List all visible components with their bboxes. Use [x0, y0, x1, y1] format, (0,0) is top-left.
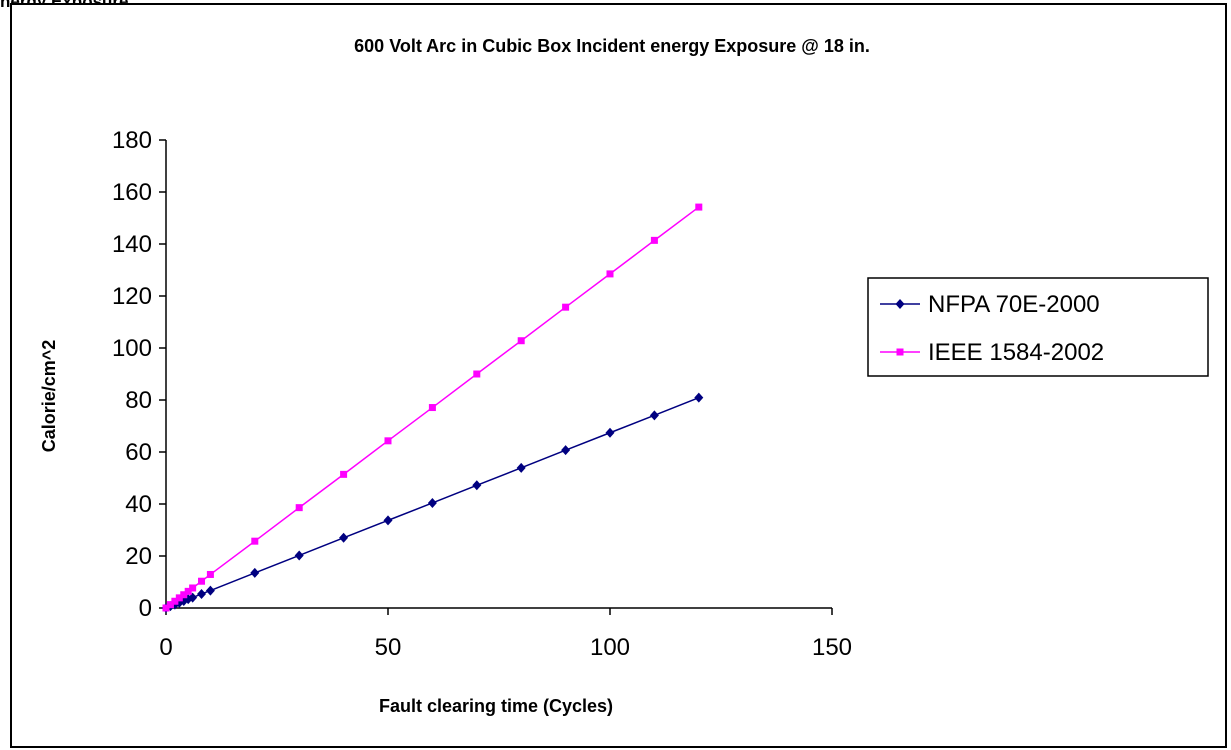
- y-tick-label: 80: [125, 387, 152, 414]
- data-point: [383, 515, 393, 526]
- data-point: [694, 392, 704, 403]
- x-tick-label: 50: [375, 634, 402, 661]
- y-axis-title: Calorie/cm^2: [39, 340, 59, 453]
- data-point: [516, 462, 526, 473]
- y-tick-label: 20: [125, 543, 152, 570]
- data-point: [427, 497, 437, 508]
- data-point: [188, 592, 198, 603]
- y-tick-label: 60: [125, 439, 152, 466]
- legend-marker: [896, 348, 904, 356]
- data-point: [384, 437, 392, 445]
- data-point: [605, 427, 615, 438]
- data-point: [184, 587, 192, 595]
- data-point: [650, 236, 658, 244]
- data-point: [206, 570, 214, 578]
- data-point: [189, 584, 197, 592]
- y-tick-label: 140: [112, 231, 152, 258]
- legend-box: [867, 277, 1209, 377]
- data-point: [428, 404, 436, 412]
- legend-marker: [895, 299, 905, 309]
- x-tick-label: 150: [812, 634, 852, 661]
- data-point: [294, 550, 304, 561]
- y-tick-label: 0: [139, 595, 152, 622]
- data-point: [649, 410, 659, 421]
- data-point: [695, 203, 703, 211]
- data-point: [562, 303, 570, 311]
- data-point: [472, 480, 482, 491]
- data-point: [198, 577, 206, 585]
- data-point: [340, 470, 348, 478]
- legend: NFPA 70E-2000 IEEE 1584-2002: [880, 291, 1104, 366]
- data-point: [561, 445, 571, 456]
- y-tick-label: 100: [112, 335, 152, 362]
- legend-entry: IEEE 1584-2002: [880, 339, 1104, 366]
- y-tick-label: 180: [112, 127, 152, 154]
- data-point: [175, 594, 183, 602]
- data-point: [251, 537, 259, 545]
- y-tick-label: 120: [112, 283, 152, 310]
- data-point: [205, 585, 215, 596]
- data-point: [473, 370, 481, 378]
- data-point: [250, 567, 260, 578]
- x-axis-title: Fault clearing time (Cycles): [379, 696, 613, 716]
- data-point: [339, 532, 349, 543]
- data-point: [517, 337, 525, 345]
- data-point: [180, 591, 188, 599]
- x-tick-label: 100: [590, 634, 630, 661]
- data-point: [162, 604, 170, 612]
- data-point: [171, 597, 179, 605]
- data-point: [295, 504, 303, 512]
- series-1: [161, 392, 704, 613]
- y-tick-label: 160: [112, 179, 152, 206]
- data-point: [606, 270, 614, 278]
- x-tick-label: 0: [159, 634, 172, 661]
- plot-series: [161, 203, 704, 613]
- legend-label: IEEE 1584-2002: [928, 339, 1104, 366]
- y-tick-label: 40: [125, 491, 152, 518]
- legend-entry: NFPA 70E-2000: [880, 291, 1100, 318]
- axes: 0 20 40 60 80 100 120 140 160 180 0 50 100 150: [112, 127, 852, 661]
- data-point: [166, 601, 174, 609]
- legend-label: NFPA 70E-2000: [928, 291, 1100, 318]
- series-2: [162, 203, 703, 612]
- data-point: [197, 588, 207, 599]
- chart-title: 600 Volt Arc in Cubic Box Incident energ…: [354, 36, 870, 56]
